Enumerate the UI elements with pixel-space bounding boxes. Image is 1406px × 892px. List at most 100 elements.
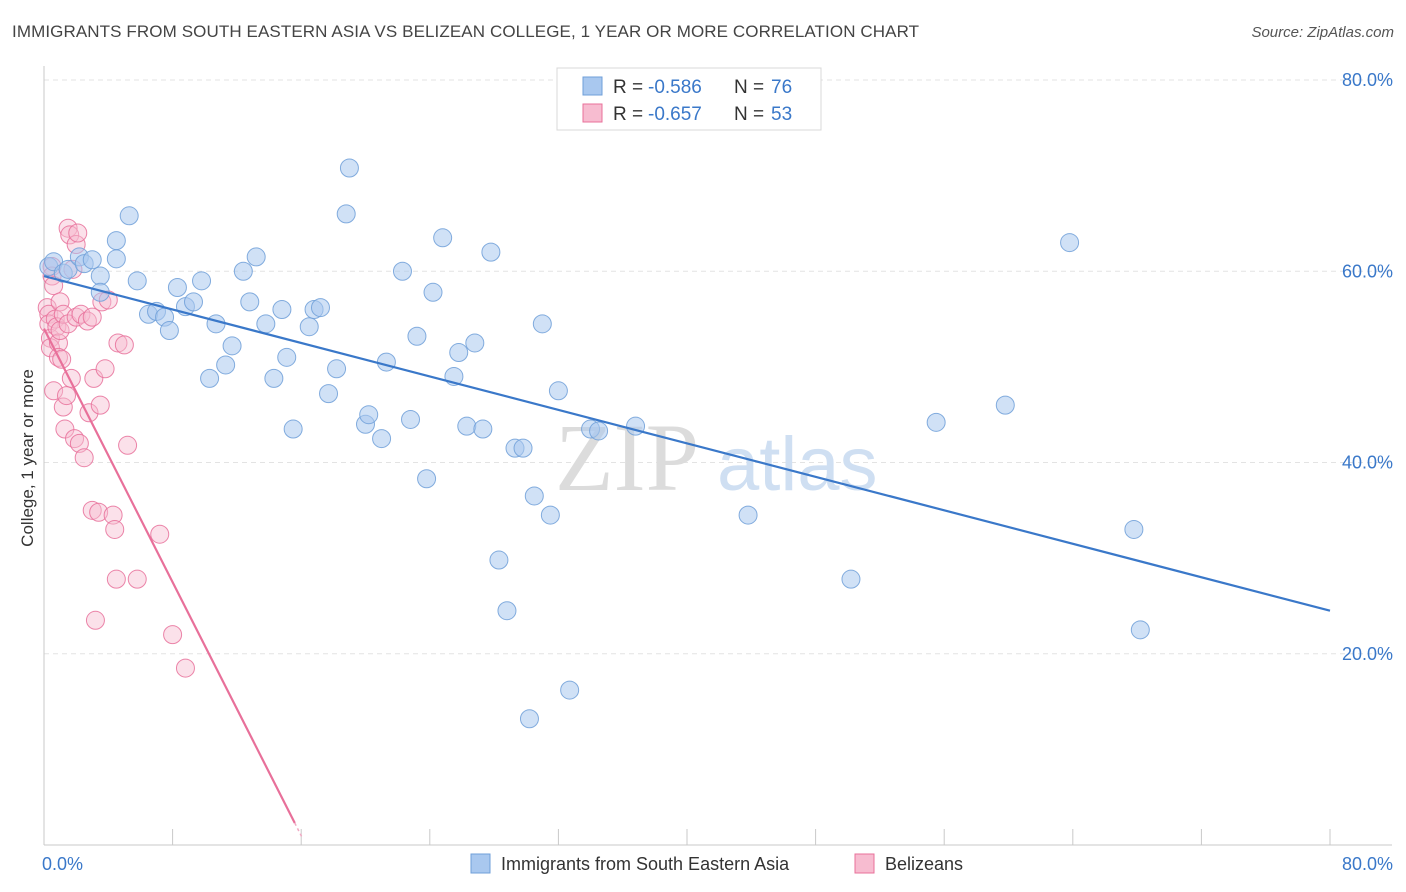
belizean-point-22 [60, 225, 80, 245]
sea-point-62 [532, 314, 552, 334]
belizean-point-41 [95, 359, 115, 379]
sea-point-70 [841, 569, 861, 589]
bottom-legend-swatch-pink [854, 853, 875, 874]
bottom-legend-label-pink: Belizeans [885, 854, 963, 874]
sea-point-36 [319, 384, 339, 404]
belizean-point-39 [90, 395, 110, 415]
sea-point-64 [548, 381, 568, 401]
belizean-point-38 [89, 502, 109, 522]
belizean-point-37 [85, 610, 105, 630]
belizean-point-21 [58, 314, 78, 334]
sea-point-29 [264, 368, 284, 388]
sea-point-48 [423, 282, 443, 302]
y-tick-label-0: 20.0% [1342, 644, 1393, 664]
belizean-trend-line [43, 328, 296, 824]
x-tick-label-1: 80.0% [1342, 854, 1393, 874]
belizean-point-8 [44, 381, 64, 401]
belizean-point-20 [58, 218, 78, 238]
top-legend: R = -0.586 N = 76 R = -0.657 N = 53 [556, 67, 822, 131]
sea-point-47 [417, 469, 437, 489]
sea-point-24 [222, 336, 242, 356]
belizean-point-48 [118, 435, 138, 455]
y-tick-label-1: 40.0% [1342, 453, 1393, 473]
belizean-point-13 [50, 292, 70, 312]
y-tick-label-3: 80.0% [1342, 70, 1393, 90]
belizean-point-50 [150, 524, 170, 544]
belizean-point-44 [105, 519, 125, 539]
belizean-point-34 [82, 307, 102, 327]
legend-r-label-2: R = [613, 104, 643, 125]
watermark-atlas: atlas [717, 422, 878, 507]
sea-point-32 [283, 419, 303, 439]
sea-point-10 [106, 249, 126, 269]
sea-point-45 [401, 409, 421, 429]
y-axis-label: College, 1 year or more [18, 369, 37, 547]
sea-point-35 [310, 298, 330, 318]
sea-point-20 [192, 271, 212, 291]
watermark: ZIP atlas [555, 404, 878, 511]
sea-points [39, 158, 1150, 729]
sea-point-39 [339, 158, 359, 178]
belizean-point-17 [53, 397, 73, 417]
belizean-point-35 [82, 500, 102, 520]
legend-n-label-1: N = [734, 77, 764, 98]
sea-point-56 [489, 550, 509, 570]
legend-n-label-2: N = [734, 104, 764, 125]
sea-point-54 [473, 419, 493, 439]
legend-r-label-1: R = [613, 77, 643, 98]
belizean-point-14 [50, 321, 70, 341]
sea-point-28 [256, 314, 276, 334]
belizean-point-36 [84, 368, 104, 388]
sea-point-65 [560, 680, 580, 700]
belizean-point-19 [57, 386, 77, 406]
sea-point-11 [119, 206, 139, 226]
legend-r-value-1: -0.586 [648, 77, 702, 98]
sea-point-75 [1130, 620, 1150, 640]
sea-point-61 [524, 486, 544, 506]
belizean-point-46 [108, 333, 128, 353]
sea-point-12 [127, 271, 147, 291]
sea-point-49 [433, 228, 453, 248]
legend-swatch-blue [582, 76, 603, 96]
sea-point-55 [481, 242, 501, 262]
sea-point-59 [513, 438, 533, 458]
belizean-point-45 [106, 569, 126, 589]
sea-point-37 [327, 359, 347, 379]
sea-point-73 [1060, 233, 1080, 253]
sea-point-27 [246, 247, 266, 267]
sea-point-16 [159, 321, 179, 341]
belizean-trend-extension [294, 822, 304, 840]
bottom-legend-swatch-blue [470, 853, 491, 874]
axes [43, 66, 1392, 846]
sea-point-69 [738, 505, 758, 525]
sea-point-23 [216, 355, 236, 375]
sea-trend-line [43, 274, 1331, 612]
sea-point-60 [519, 709, 539, 729]
y-tick-labels: 20.0% 40.0% 60.0% 80.0% [1342, 70, 1393, 664]
sea-point-30 [272, 300, 292, 319]
belizean-point-43 [103, 505, 123, 525]
sea-point-25 [233, 261, 253, 281]
sea-point-7 [90, 266, 110, 286]
bottom-legend-label-blue: Immigrants from South Eastern Asia [501, 854, 790, 874]
legend-n-value-2: 53 [771, 104, 792, 125]
sea-point-72 [995, 395, 1015, 415]
sea-point-33 [299, 317, 319, 337]
grid-lines [44, 79, 1392, 655]
y-tick-label-2: 60.0% [1342, 261, 1393, 281]
belizean-point-0 [37, 298, 57, 318]
trend-lines [43, 274, 1331, 840]
sea-point-51 [449, 343, 469, 363]
sea-point-17 [167, 278, 187, 298]
bottom-legend: Immigrants from South Eastern Asia Beliz… [470, 853, 963, 874]
belizean-point-31 [74, 448, 94, 468]
sea-point-57 [497, 601, 517, 621]
belizean-point-18 [55, 419, 75, 439]
sea-point-52 [457, 416, 477, 436]
sea-point-38 [336, 204, 356, 224]
belizeans-points [37, 218, 195, 678]
sea-point-43 [376, 352, 396, 372]
belizean-point-47 [114, 335, 134, 355]
legend-swatch-pink [582, 103, 603, 123]
